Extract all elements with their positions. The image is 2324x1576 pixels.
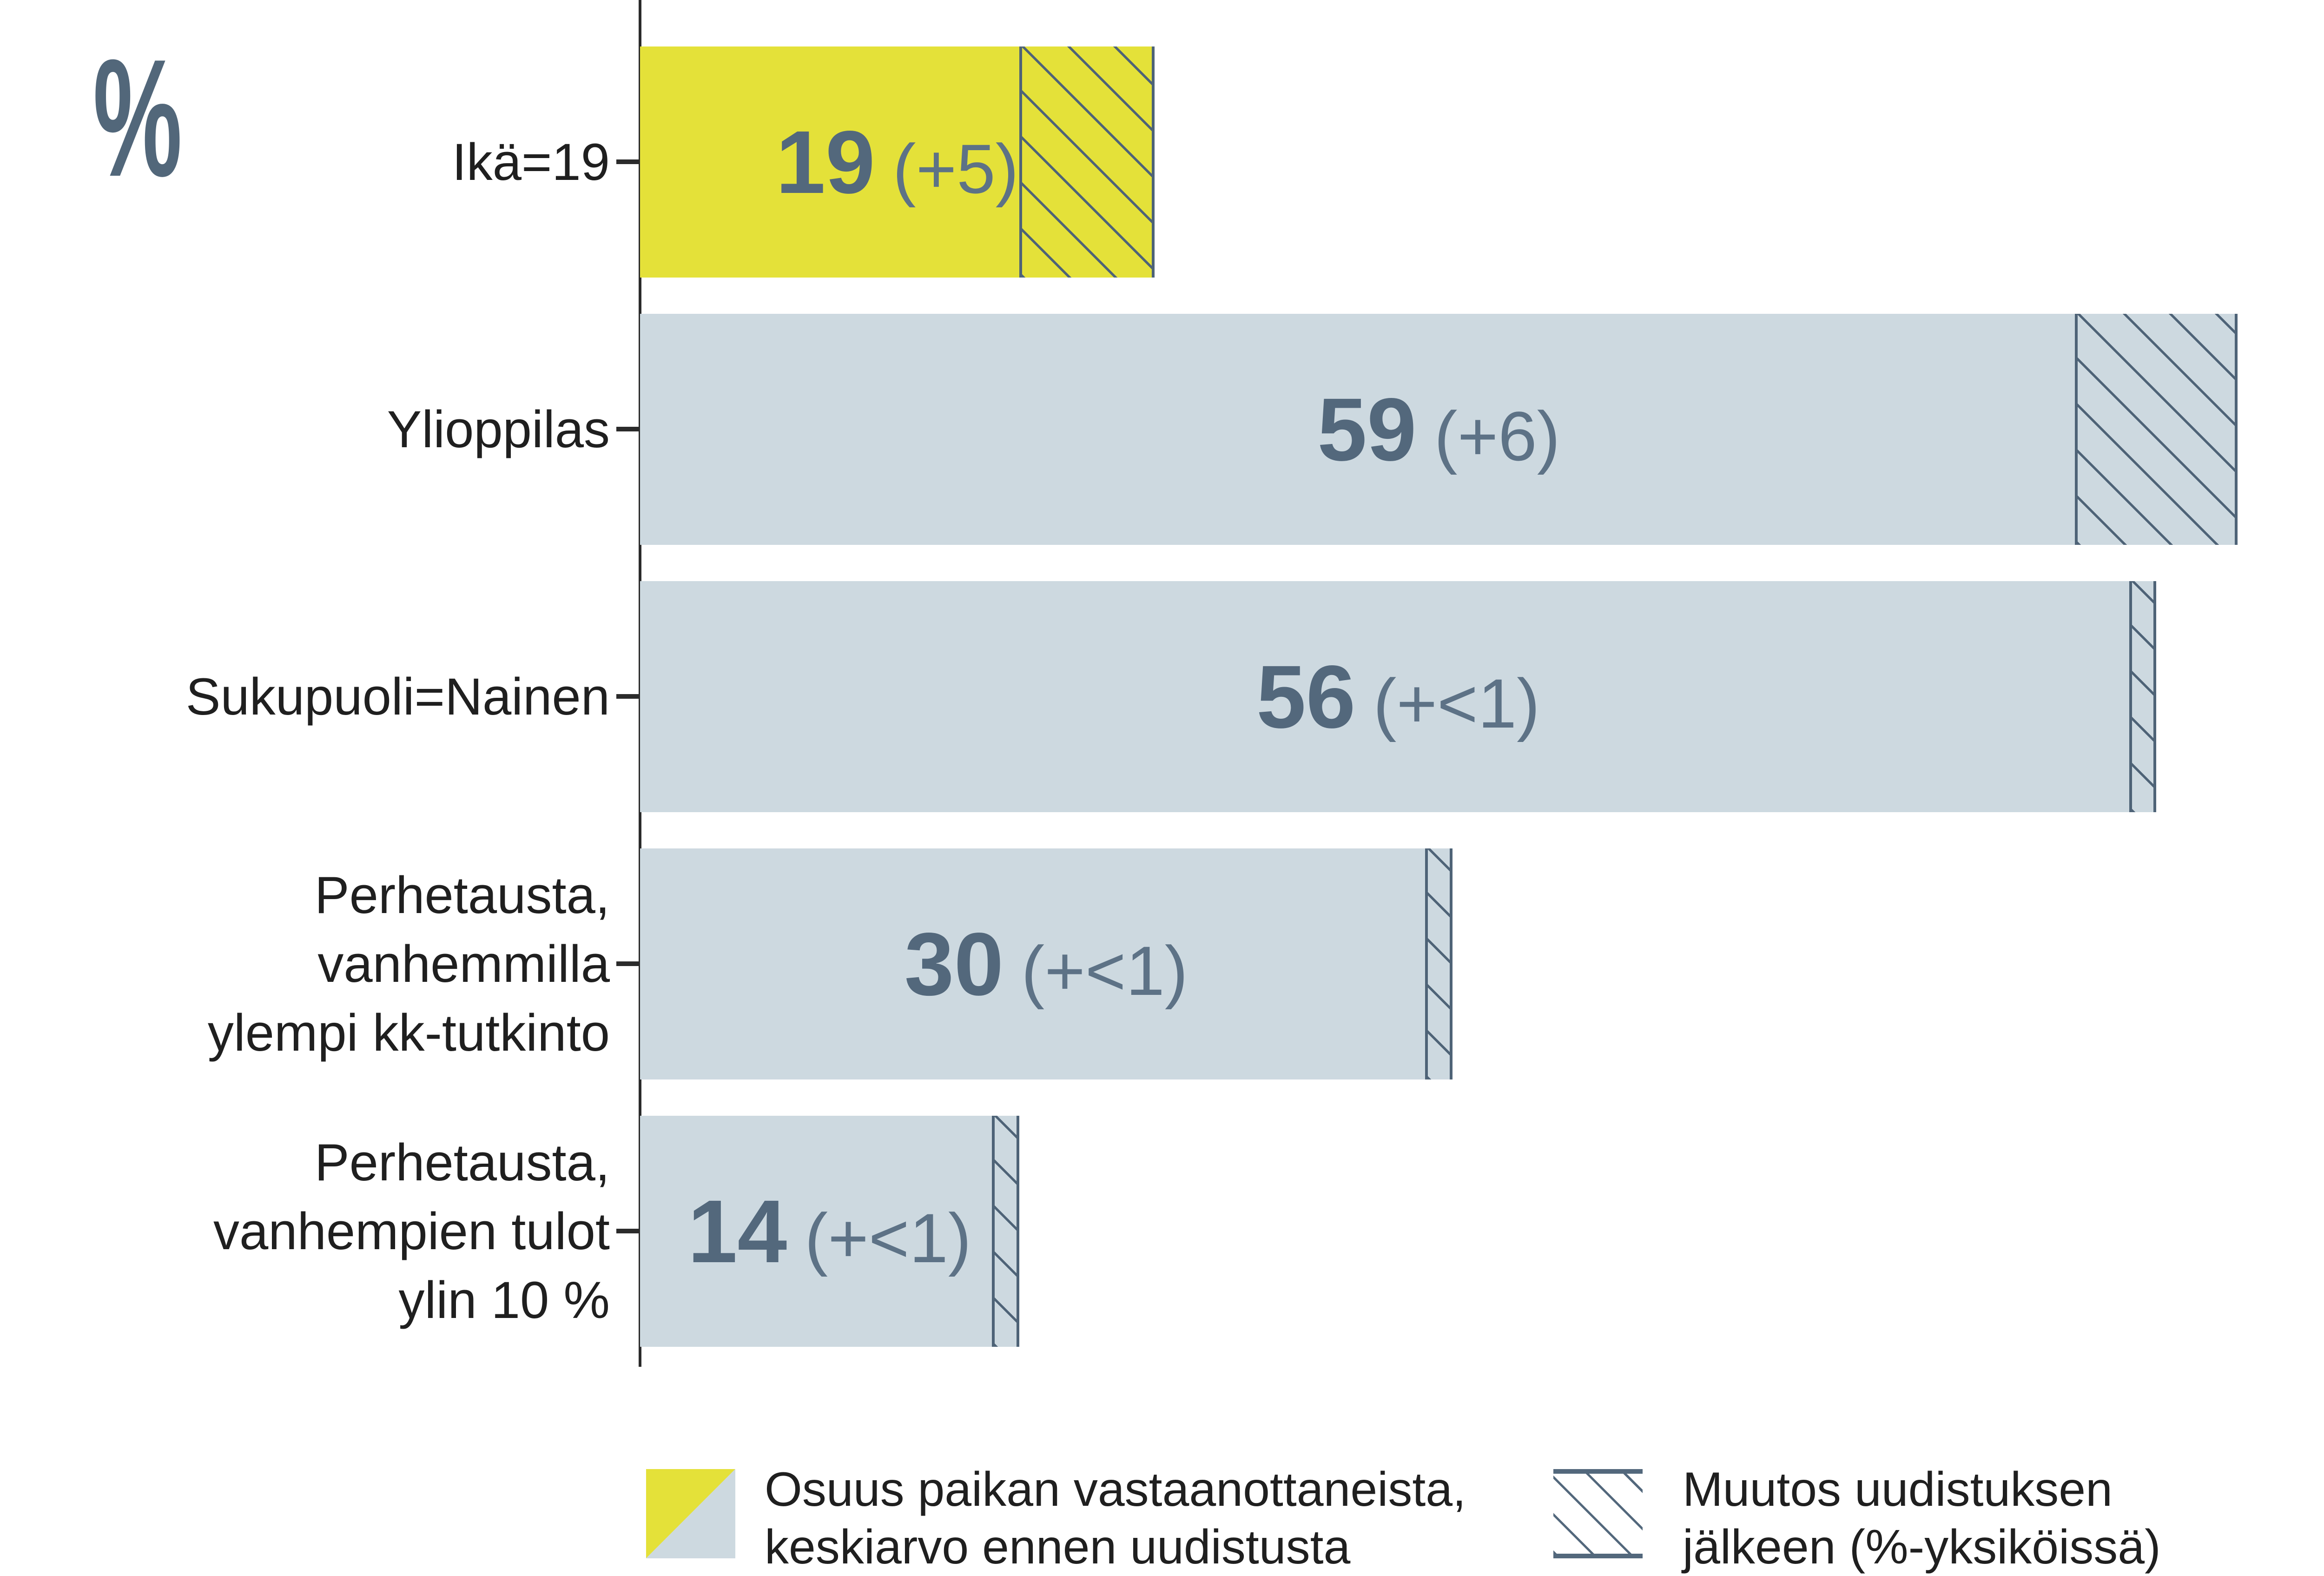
category-label: Perhetausta, vanhempien tulot ylin 10 % [213, 1133, 610, 1329]
category-label: Ylioppilas [387, 400, 610, 458]
bar-change-label: (+6) [1434, 397, 1560, 475]
bar: 30 (+<1) [640, 848, 1452, 1079]
bar: 56 (+<1) [640, 581, 2156, 812]
bar: 19 (+5) [640, 46, 1155, 278]
bar-hatch-segment [2075, 314, 2238, 545]
axis-tick [616, 159, 640, 164]
axis-tick [616, 427, 640, 431]
bar-change-label: (+<1) [1373, 664, 1540, 742]
bar-row-ylioppilas: Ylioppilas 59 (+6) [0, 314, 2324, 545]
axis-tick [616, 1229, 640, 1233]
bar-value-number: 59 [1317, 379, 1417, 479]
bar-value-number: 14 [687, 1181, 787, 1281]
bar-value-number: 19 [776, 112, 875, 212]
legend-swatch-change-icon [1553, 1469, 1643, 1558]
bar-solid-segment [640, 314, 2075, 545]
bar-value-label: 30 (+<1) [640, 848, 1452, 1079]
legend-swatch-before-icon [646, 1469, 735, 1558]
bar-value-number: 30 [904, 914, 1004, 1014]
bar-change-label: (+<1) [805, 1199, 971, 1277]
legend-label-before: Osuus paikan vastaanottaneista, keskiarv… [765, 1463, 1466, 1574]
bar: 14 (+<1) [640, 1116, 1019, 1347]
bar-hatch-segment [1425, 848, 1452, 1079]
bar-change-label: (+5) [892, 130, 1019, 208]
bar-row-sukupuoli: Sukupuoli=Nainen 56 (+<1) [0, 581, 2324, 812]
category-label: Ikä=19 [452, 132, 610, 191]
bar-solid-segment [640, 581, 2129, 812]
bar-value-number: 56 [1256, 647, 1356, 747]
bar-value-label: 19 (+5) [640, 46, 1155, 278]
bar-solid-segment [640, 848, 1426, 1079]
bar-change-label: (+<1) [1021, 932, 1188, 1010]
axis-tick [616, 694, 640, 699]
category-label: Perhetausta, vanhemmilla ylempi kk-tutki… [207, 866, 610, 1062]
bar-value-label: 56 (+<1) [640, 581, 2156, 812]
bar-row-perhetausta-tutkinto: Perhetausta, vanhemmilla ylempi kk-tutki… [0, 848, 2324, 1079]
legend-label-change: Muutos uudistuksen jälkeen (%-yksiköissä… [1683, 1463, 2161, 1574]
bar-value-label: 59 (+6) [640, 314, 2238, 545]
bar-row-ika19: Ikä=19 19 (+5) [0, 46, 2324, 278]
bar-row-perhetausta-tulot: Perhetausta, vanhempien tulot ylin 10 % … [0, 1116, 2324, 1347]
bar-solid-segment [640, 46, 1019, 278]
percent-axis-symbol: % [93, 25, 183, 212]
bar-hatch-segment [2129, 581, 2156, 812]
bar: 59 (+6) [640, 314, 2238, 545]
bar-hatch-segment [992, 1116, 1019, 1347]
bar-solid-segment [640, 1116, 992, 1347]
bar-hatch-segment [1019, 46, 1155, 278]
bar-value-label: 14 (+<1) [640, 1116, 1019, 1347]
category-label: Sukupuoli=Nainen [185, 667, 610, 726]
axis-tick [616, 961, 640, 966]
